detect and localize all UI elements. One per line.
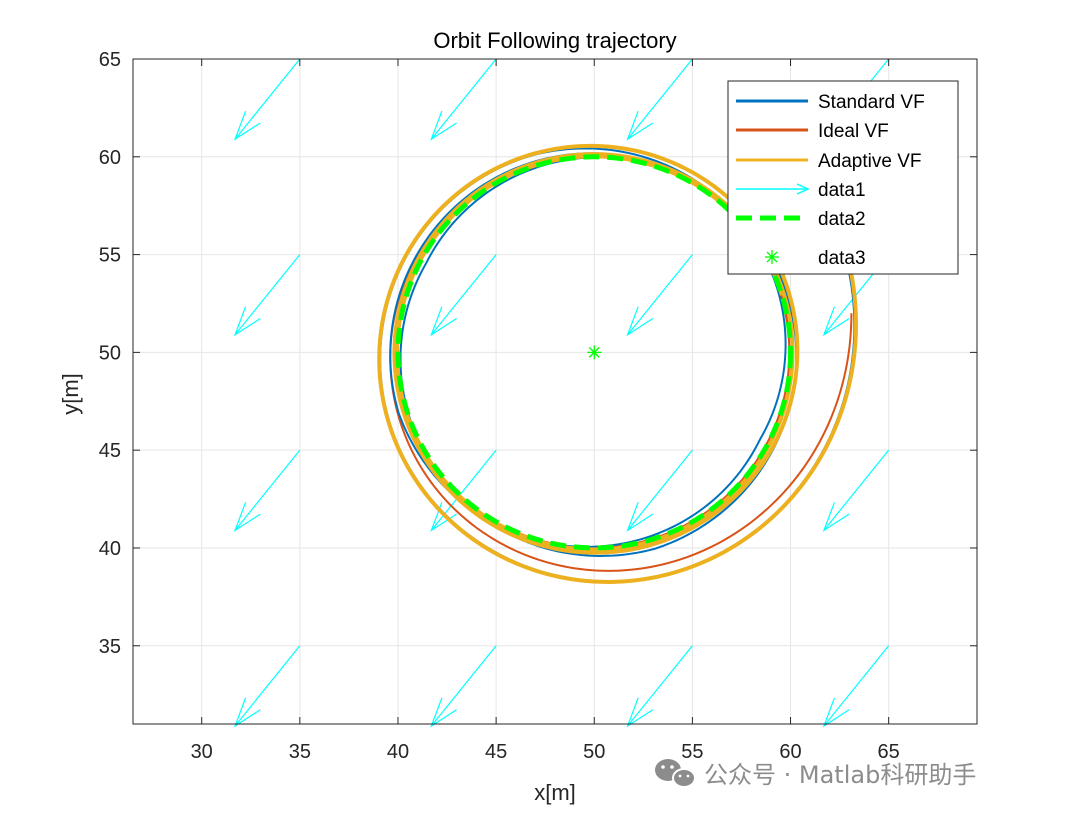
legend-label-standard-vf: Standard VF	[818, 92, 925, 113]
arrow-head	[626, 110, 654, 141]
arrow-head	[233, 306, 261, 337]
vector-arrow	[626, 58, 693, 141]
y-tick-label: 55	[99, 245, 121, 267]
arrow-head	[822, 697, 850, 728]
ticks: 30 35 40 45 50 55 60 65 35 40 45 50 55 60 65	[99, 49, 977, 763]
arrow-shaft	[234, 254, 301, 336]
y-tick-label: 35	[99, 636, 121, 658]
vector-arrow	[822, 645, 890, 728]
legend-swatch-data3	[765, 250, 779, 264]
arrow-shaft	[430, 449, 497, 531]
arrow-head	[430, 110, 457, 141]
x-tick-label: 50	[583, 741, 605, 763]
arrow-shaft	[627, 449, 693, 531]
y-tick-label: 40	[99, 538, 121, 560]
arrow-shaft	[234, 645, 301, 727]
legend-label-ideal-vf: Ideal VF	[818, 121, 889, 142]
legend-box	[727, 80, 959, 275]
arrow-shaft	[430, 58, 497, 140]
legend-label-data1: data1	[818, 180, 866, 201]
watermark-text: 公众号 · Matlab科研助手	[704, 761, 976, 789]
arrow-head	[233, 502, 261, 532]
arrow-shaft	[430, 645, 497, 727]
center-marker	[587, 345, 602, 360]
y-tick-label: 45	[99, 440, 121, 462]
arrow-head	[822, 502, 850, 532]
legend: Standard VF Ideal VF Adaptive VF data1 d…	[727, 80, 959, 275]
x-tick-label: 45	[485, 741, 507, 763]
vector-arrow	[233, 449, 301, 532]
arrow-shaft	[627, 58, 693, 140]
vector-arrow	[626, 645, 693, 728]
legend-label-data2: data2	[818, 209, 866, 230]
chart-title: Orbit Following trajectory	[433, 28, 676, 53]
vector-arrow	[233, 645, 301, 728]
x-tick-label: 40	[387, 741, 409, 763]
arrow-shaft	[823, 449, 890, 531]
plot-area-border	[132, 58, 978, 725]
watermark: 公众号 · Matlab科研助手	[655, 759, 976, 789]
arrow-shaft	[823, 645, 890, 727]
x-tick-label: 55	[681, 741, 703, 763]
vector-arrow	[822, 449, 890, 532]
vector-arrow	[626, 254, 693, 337]
wechat-icon	[655, 759, 696, 788]
x-tick-label: 65	[878, 741, 900, 763]
series-layer	[377, 143, 858, 584]
arrow-head	[430, 306, 457, 337]
legend-swatch-data1	[736, 183, 810, 195]
arrow-shaft	[234, 58, 301, 140]
arrow-head	[626, 697, 654, 728]
arrow-head	[233, 697, 261, 728]
x-axis-label: x[m]	[534, 780, 576, 805]
arrow-head	[430, 697, 457, 728]
series-line-data2	[395, 154, 794, 551]
marker-stroke	[588, 346, 600, 358]
arrow-head	[822, 306, 850, 337]
arrow-shaft	[234, 449, 301, 531]
arrow-head	[626, 306, 654, 337]
vector-arrow	[233, 58, 301, 141]
arrow-shaft	[627, 254, 693, 336]
legend-label-adaptive-vf: Adaptive VF	[818, 151, 922, 172]
y-tick-label: 65	[99, 49, 121, 71]
arrow-head	[626, 502, 654, 532]
vector-arrow	[626, 449, 693, 532]
x-tick-label: 60	[779, 741, 801, 763]
y-tick-label: 60	[99, 147, 121, 169]
x-tick-label: 30	[191, 741, 213, 763]
y-axis-label: y[m]	[58, 373, 83, 415]
arrow-shaft	[627, 645, 693, 727]
legend-label-data3: data3	[818, 248, 866, 269]
vector-arrow	[430, 58, 497, 141]
vector-field	[233, 58, 890, 728]
vector-arrow	[430, 645, 497, 728]
y-tick-label: 50	[99, 342, 121, 364]
arrow-head	[233, 110, 261, 141]
arrow-shaft	[430, 254, 497, 336]
vector-arrow	[233, 254, 301, 337]
vector-arrow	[430, 254, 497, 337]
x-tick-label: 35	[289, 741, 311, 763]
